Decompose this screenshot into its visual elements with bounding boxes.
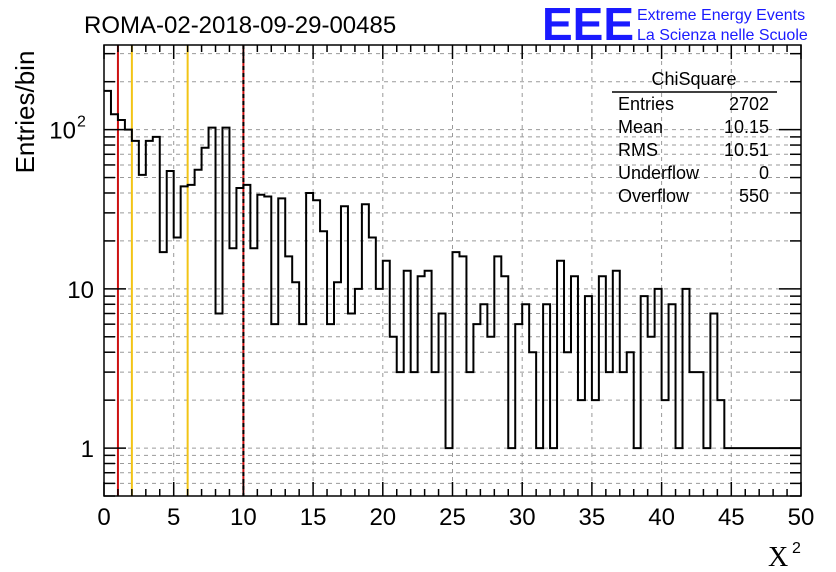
stats-value: 10.15 [724,117,769,137]
logo-line-2: La Scienza nelle Scuole [637,27,808,44]
y-axis-label: Entries/bin [10,51,40,174]
stats-value: 10.51 [724,140,769,160]
stats-title: ChiSquare [651,69,736,89]
stats-label: RMS [618,140,658,160]
eee-logo: EEE Extreme Energy Events La Scienza nel… [542,0,808,50]
y-tick-label: 10 [49,118,76,145]
x-axis-label-main: X [768,542,788,572]
stats-rows: Entries 2702 Mean 10.15 RMS 10.51 Underflow 0 Ov… [618,94,769,206]
logo-line-1: Extreme Energy Events [637,7,805,24]
logo-mark: EEE [542,0,634,50]
x-axis-label: X 2 [768,540,801,572]
stats-label: Underflow [618,163,700,183]
stats-label: Mean [618,117,663,137]
y-tick-label: 1 [81,436,94,463]
x-tick-label: 20 [369,504,396,531]
x-tick-labels: 0 5 10 15 20 25 30 35 40 45 50 [97,504,814,531]
x-tick-label: 15 [300,504,327,531]
stats-label: Entries [618,94,674,114]
y-tick-label: 10 [67,277,94,304]
x-tick-label: 40 [648,504,675,531]
x-tick-label: 35 [579,504,606,531]
stats-box: ChiSquare Entries 2702 Mean 10.15 RMS 10.51 Un… [612,69,777,206]
stats-value: 550 [739,186,769,206]
x-tick-label: 25 [439,504,466,531]
histogram-series [104,89,801,450]
x-tick-label: 30 [509,504,536,531]
stats-value: 0 [759,163,769,183]
chart-title: ROMA-02-2018-09-29-00485 [84,12,396,39]
x-tick-label: 5 [167,504,180,531]
x-tick-label: 45 [718,504,745,531]
axis-ticks [103,45,802,497]
stats-value: 2702 [729,94,769,114]
x-axis-label-superscript: 2 [792,540,801,557]
x-tick-label: 10 [230,504,257,531]
x-tick-label: 0 [97,504,110,531]
stats-label: Overflow [618,186,690,206]
y-tick-label-exponent: 2 [77,114,86,131]
x-tick-label: 50 [788,504,815,531]
